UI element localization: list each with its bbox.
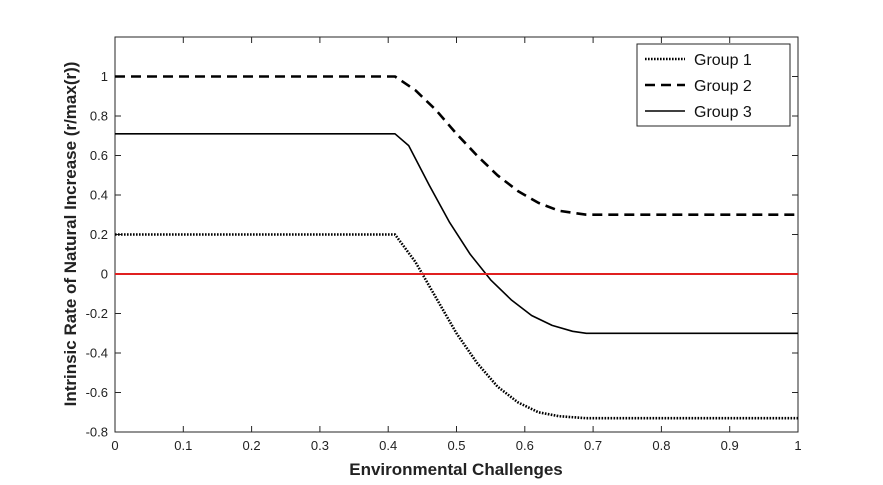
x-tick-label: 0.6 <box>516 438 534 453</box>
y-axis-title: Intrinsic Rate of Natural Increase (r/ma… <box>61 62 80 407</box>
y-tick-label: 0.4 <box>90 188 108 203</box>
legend-label-1: Group 1 <box>694 52 752 69</box>
y-tick-label: 0 <box>101 267 108 282</box>
x-axis-title: Environmental Challenges <box>349 460 563 479</box>
series-line-1 <box>115 233 798 420</box>
y-tick-label: -0.6 <box>86 385 108 400</box>
y-tick-label: -0.4 <box>86 346 108 361</box>
x-tick-label: 1 <box>794 438 801 453</box>
x-tick-label: 0.8 <box>652 438 670 453</box>
x-tick-label: 0.3 <box>311 438 329 453</box>
x-tick-label: 0 <box>111 438 118 453</box>
y-tick-label: -0.8 <box>86 425 108 440</box>
series-line-3 <box>115 133 798 335</box>
x-tick-label: 0.1 <box>174 438 192 453</box>
x-tick-label: 0.7 <box>584 438 602 453</box>
plot-area: 0 0.1 0.2 0.3 0.4 0.5 0.6 0.7 0.8 0.9 1 -0.8 -0.6 -0.… <box>86 36 802 453</box>
y-tick-label: 0.6 <box>90 148 108 163</box>
y-tick-label: 1 <box>101 69 108 84</box>
series-line-2 <box>115 75 798 216</box>
x-tick-label: 0.2 <box>243 438 261 453</box>
x-tick-label: 0.5 <box>447 438 465 453</box>
y-tick-label: -0.2 <box>86 306 108 321</box>
legend-label-2: Group 2 <box>694 78 752 95</box>
x-tick-label: 0.4 <box>379 438 397 453</box>
y-tick-label: 0.2 <box>90 227 108 242</box>
y-axis-title-group: Intrinsic Rate of Natural Increase (r/ma… <box>61 62 80 407</box>
x-tick-label: 0.9 <box>721 438 739 453</box>
legend-label-3: Group 3 <box>694 104 752 121</box>
legend: Group 1 Group 2 Group 3 <box>636 43 791 127</box>
y-tick-label: 0.8 <box>90 109 108 124</box>
